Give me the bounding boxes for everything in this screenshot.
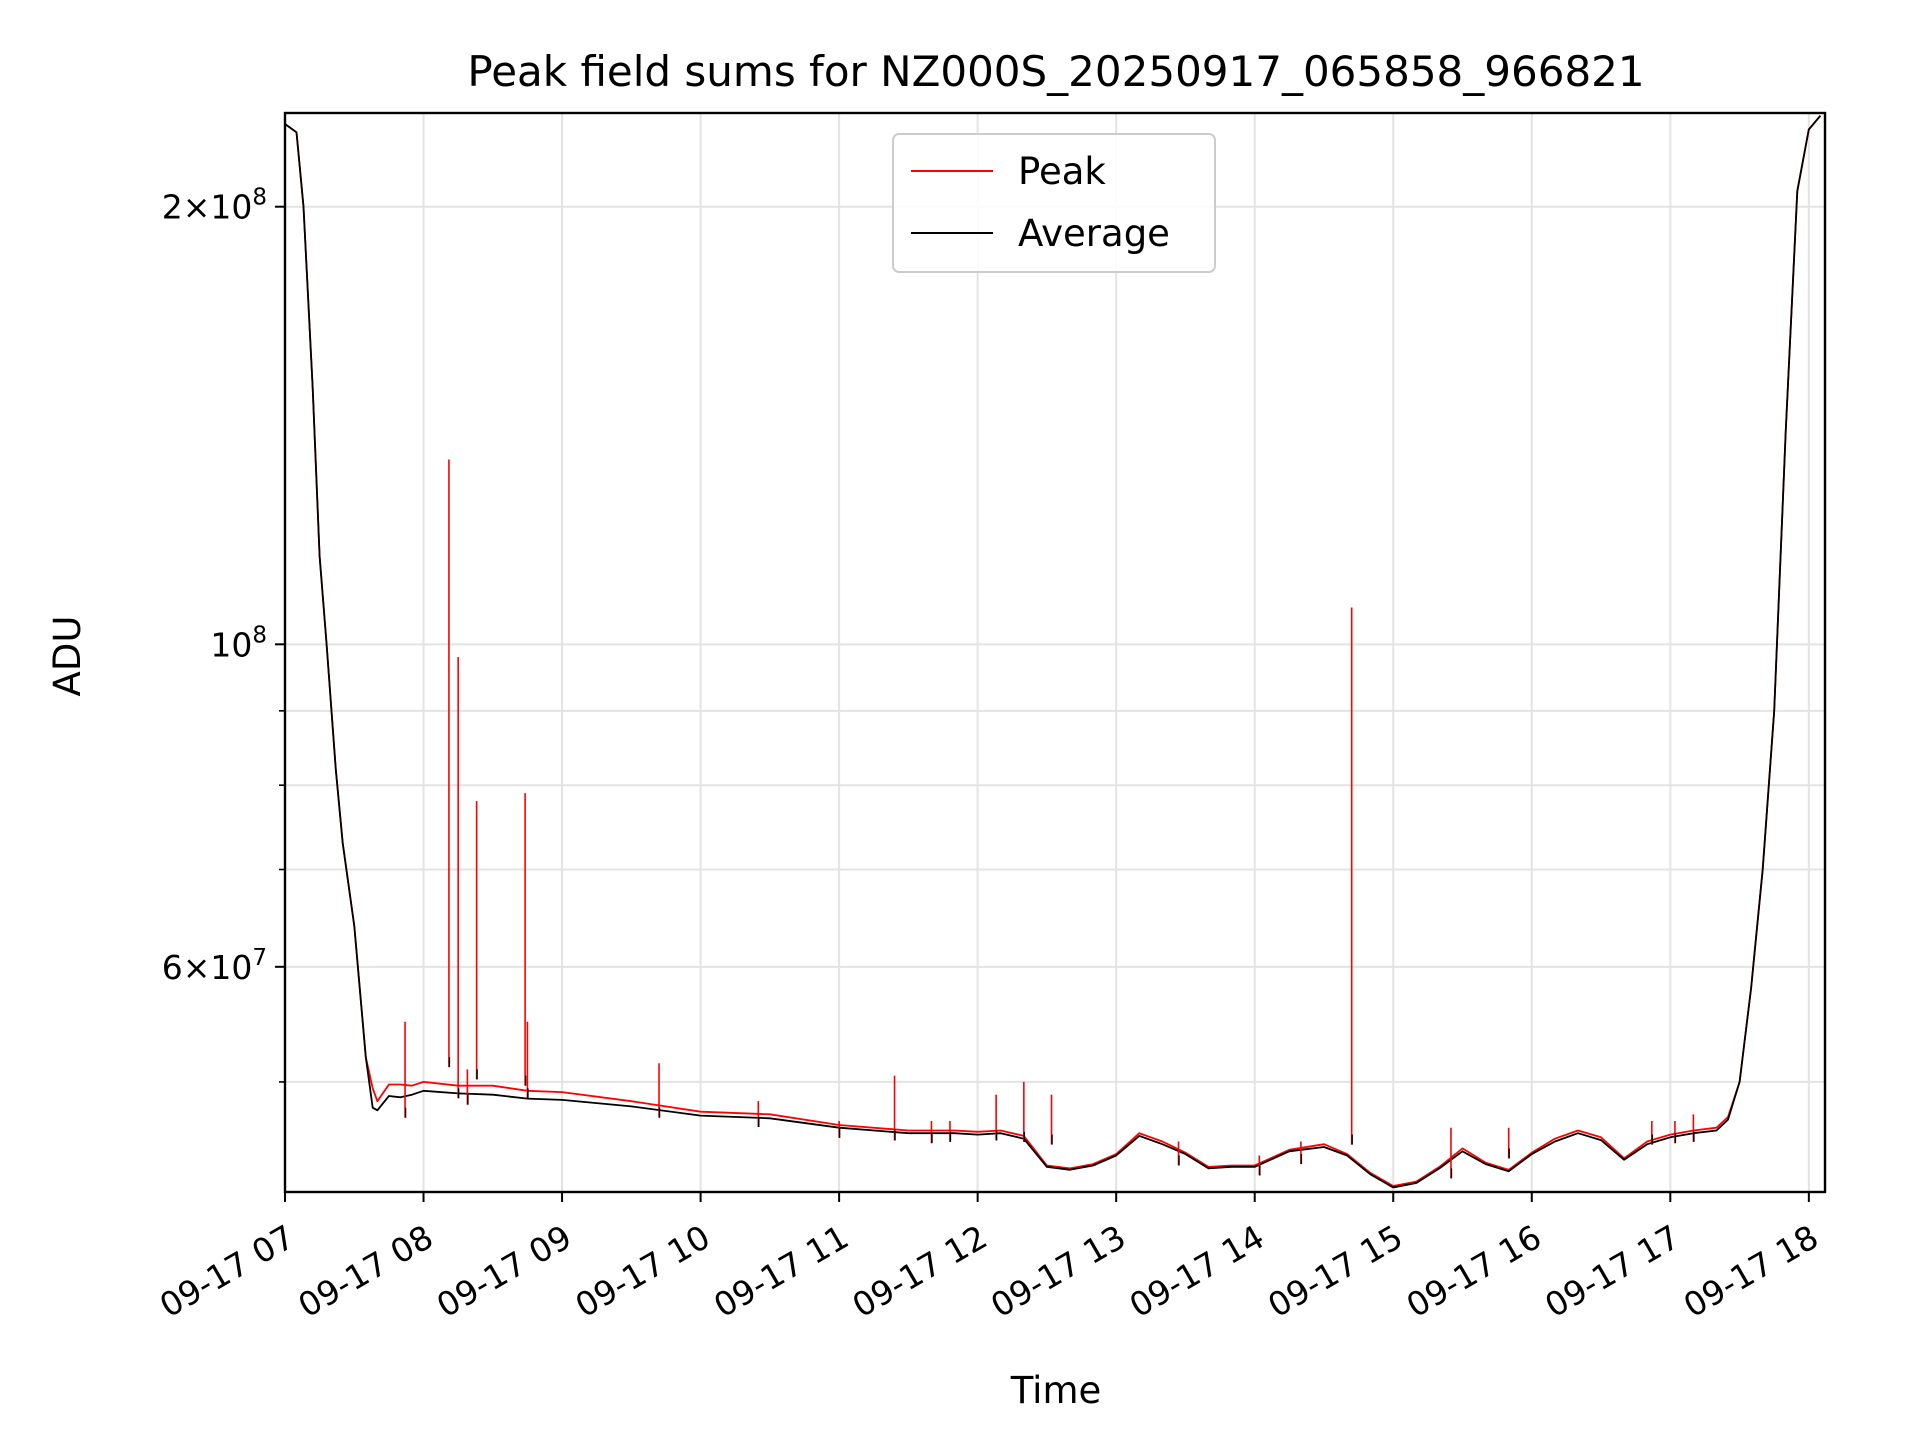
- legend-label-peak: Peak: [1018, 150, 1106, 193]
- legend-label-average: Average: [1018, 212, 1170, 255]
- x-tick-label: 09-17 15: [1261, 1217, 1409, 1325]
- y-tick-label: 2×108: [162, 185, 267, 227]
- x-tick-label: 09-17 10: [569, 1217, 717, 1325]
- x-tick-label: 09-17 07: [153, 1217, 301, 1325]
- x-tick-label: 09-17 16: [1400, 1217, 1548, 1325]
- x-tick-label: 09-17 14: [1123, 1217, 1271, 1325]
- x-tick-label: 09-17 17: [1538, 1217, 1686, 1325]
- series-line-average: [285, 115, 1822, 1189]
- series-line-peak: [285, 115, 1822, 1187]
- x-tick-label: 09-17 11: [707, 1217, 855, 1325]
- grid: [284, 113, 1825, 1192]
- x-tick-label: 09-17 08: [292, 1217, 440, 1325]
- y-tick-label: 108: [210, 622, 267, 664]
- legend: Peak Average: [892, 133, 1216, 273]
- x-tick-label: 09-17 12: [846, 1217, 994, 1325]
- plot-frame: [283, 111, 1827, 1194]
- x-tick-label: 09-17 18: [1677, 1217, 1825, 1325]
- y-tick-label: 6×107: [162, 945, 267, 987]
- legend-box: [892, 133, 1216, 273]
- chart-title: Peak field sums for NZ000S_20250917_0658…: [467, 47, 1644, 96]
- x-tick-label: 09-17 09: [430, 1217, 578, 1325]
- series-group: [285, 115, 1822, 1189]
- x-axis-label: Time: [1010, 1369, 1102, 1412]
- y-axis-label: ADU: [46, 616, 89, 697]
- x-tick-label: 09-17 13: [984, 1217, 1132, 1325]
- series-layer: [285, 115, 1822, 1189]
